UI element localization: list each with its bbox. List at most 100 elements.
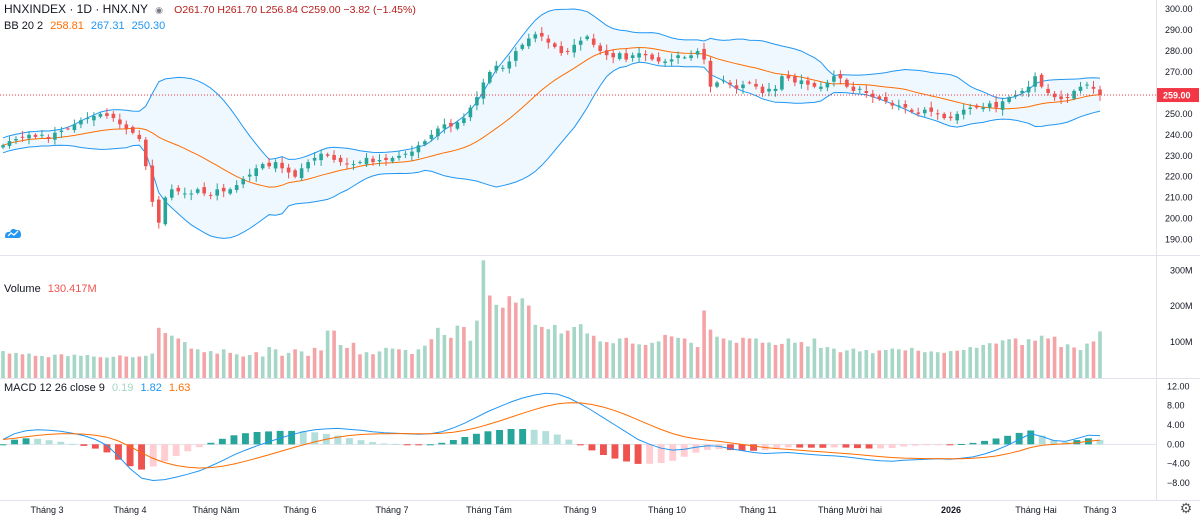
volume-bar [1020, 345, 1024, 378]
volume-bar [475, 320, 479, 378]
volume-bar [604, 342, 609, 378]
volume-bar [721, 338, 726, 378]
candle [1000, 101, 1005, 110]
candle [494, 65, 499, 71]
symbol-label[interactable]: HNXINDEX · 1D · HNX.NY [4, 2, 149, 16]
macd-histogram-bar [57, 441, 65, 445]
candle [228, 189, 232, 194]
candle [410, 151, 414, 156]
tradingview-logo-icon[interactable] [4, 226, 22, 240]
price-tick-label: 230.00 [1165, 151, 1193, 161]
price-tick-label: 200.00 [1165, 214, 1193, 224]
volume-bar [105, 357, 109, 378]
volume-bar [481, 260, 486, 378]
candle [254, 168, 258, 176]
macd-histogram-bar [253, 432, 261, 445]
macd-histogram-bar [981, 440, 988, 445]
volume-bar [436, 327, 440, 378]
volume-bar [241, 356, 245, 378]
volume-bar [884, 350, 888, 378]
macd-histogram-bar [11, 439, 18, 445]
volume-bar [682, 338, 687, 378]
candle [364, 157, 369, 165]
macd-histogram-bar [184, 444, 192, 452]
macd-tick-label: 12.00 [1167, 381, 1190, 391]
volume-bar [53, 354, 57, 378]
candle [630, 55, 635, 58]
macd-histogram-bar [265, 431, 272, 445]
volume-bar [948, 351, 953, 378]
volume-bar [189, 348, 194, 378]
candle [124, 124, 129, 129]
macd-histogram-bar [449, 440, 457, 445]
candle [806, 80, 810, 85]
candle [338, 157, 343, 163]
candle [118, 119, 122, 125]
volume-bar [955, 350, 959, 378]
ohlc-readout: O261.70 H261.70 L256.84 C259.00 −3.82 (−… [174, 4, 416, 16]
bb-legend: BB 20 2 258.81 267.31 250.30 [4, 20, 169, 32]
macd-histogram-bar [992, 438, 1000, 445]
candle [527, 38, 531, 47]
volume-legend: Volume 130.417M [4, 283, 101, 295]
candle [916, 112, 921, 114]
macd-histogram-bar [473, 433, 480, 445]
volume-bar [215, 353, 219, 378]
last-price-label: 259.00 [1163, 91, 1191, 101]
volume-bar [92, 356, 96, 378]
candle [1007, 97, 1011, 102]
macd-histogram-bar [334, 435, 342, 445]
candle [974, 105, 979, 108]
macd-histogram-bar [611, 444, 619, 459]
candle [1033, 76, 1037, 87]
volume-bar [254, 352, 258, 378]
macd-histogram-bar [1027, 430, 1035, 445]
candle [59, 130, 64, 132]
time-axis-label: Tháng 9 [563, 505, 596, 515]
candle [961, 109, 966, 115]
volume-bar [734, 342, 739, 378]
bb-lower-value: 250.30 [131, 20, 166, 32]
candle [189, 193, 194, 195]
volume-bar [20, 354, 25, 378]
macd-histogram-bar [877, 444, 884, 449]
candle [897, 105, 901, 107]
volume-bar [371, 354, 375, 378]
candle [793, 76, 797, 83]
volume-bar [462, 327, 466, 378]
candle [871, 93, 875, 98]
macd-histogram-bar [415, 444, 423, 446]
candle [46, 137, 51, 139]
volume-bar [858, 351, 862, 378]
bb-label[interactable]: BB 20 2 [4, 20, 44, 32]
macd-histogram-bar [646, 444, 654, 464]
macd-label[interactable]: MACD 12 26 close 9 [4, 382, 105, 394]
macd-histogram-bar [727, 444, 734, 451]
volume-bar [260, 356, 265, 378]
volume-label[interactable]: Volume [4, 283, 41, 295]
candle [273, 162, 278, 169]
macd-histogram-bar [161, 444, 169, 462]
macd-line-value: 1.82 [140, 382, 162, 394]
volume-bar [228, 352, 232, 378]
volume-bar [871, 353, 875, 378]
candle [585, 36, 589, 40]
macd-histogram-bar [946, 444, 954, 446]
eye-icon[interactable]: ◉ [155, 5, 163, 16]
candle [1039, 74, 1044, 87]
macd-histogram-bar [34, 438, 42, 445]
volume-bar [741, 337, 745, 378]
volume-bar [767, 342, 771, 378]
macd-tick-label: −4.00 [1167, 459, 1190, 469]
volume-bar [786, 338, 791, 378]
volume-bar [14, 352, 18, 378]
gear-icon[interactable]: ⚙ [1179, 500, 1193, 516]
candle [786, 75, 791, 79]
candle [546, 38, 551, 43]
macd-histogram-bar [1073, 440, 1081, 445]
volume-bar [793, 342, 797, 378]
price-tick-label: 280.00 [1165, 46, 1193, 56]
volume-bar [1059, 347, 1063, 378]
time-axis-label: Tháng 11 [739, 505, 776, 515]
